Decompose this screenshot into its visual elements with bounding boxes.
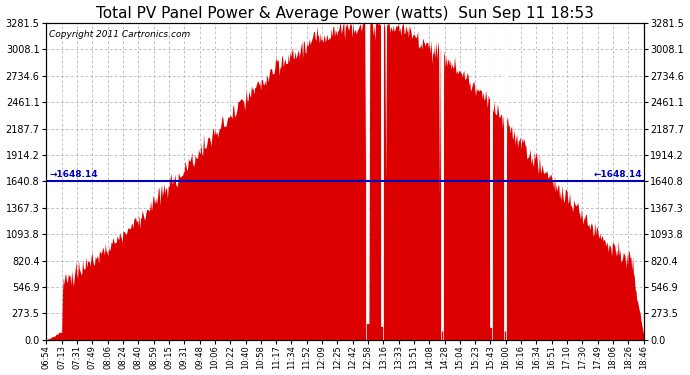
Text: →1648.14: →1648.14	[49, 170, 98, 179]
Text: Copyright 2011 Cartronics.com: Copyright 2011 Cartronics.com	[50, 30, 190, 39]
Text: ←1648.14: ←1648.14	[593, 170, 642, 179]
Title: Total PV Panel Power & Average Power (watts)  Sun Sep 11 18:53: Total PV Panel Power & Average Power (wa…	[96, 6, 594, 21]
